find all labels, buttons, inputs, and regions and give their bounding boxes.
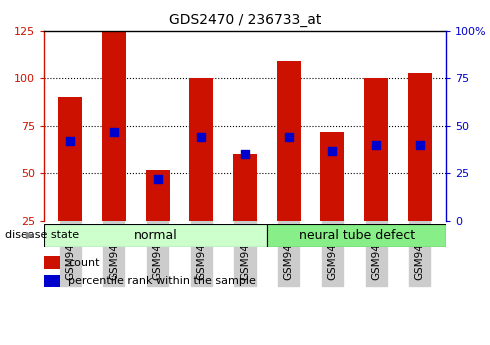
- Bar: [189, 79, 213, 221]
- Bar: [364, 79, 388, 221]
- Bar: [277, 61, 301, 221]
- Point: [372, 142, 380, 148]
- Bar: [146, 169, 170, 221]
- Text: neural tube defect: neural tube defect: [298, 229, 415, 242]
- Bar: [44, 256, 60, 269]
- Bar: [44, 224, 268, 247]
- Point: [154, 176, 162, 182]
- Bar: [58, 98, 82, 221]
- Point: [285, 135, 293, 140]
- Text: percentile rank within the sample: percentile rank within the sample: [68, 276, 256, 286]
- Bar: [268, 224, 446, 247]
- Point: [241, 152, 249, 157]
- Bar: [408, 73, 432, 221]
- Point: [110, 129, 118, 135]
- Bar: [233, 155, 257, 221]
- Text: disease state: disease state: [5, 230, 79, 240]
- Point: [66, 138, 74, 144]
- Bar: [102, 21, 126, 221]
- Point: [416, 142, 424, 148]
- Bar: [320, 132, 344, 221]
- Text: count: count: [68, 258, 99, 267]
- Point: [197, 135, 205, 140]
- Title: GDS2470 / 236733_at: GDS2470 / 236733_at: [169, 13, 321, 27]
- Point: [328, 148, 336, 154]
- Text: normal: normal: [134, 229, 177, 242]
- Bar: [44, 275, 60, 287]
